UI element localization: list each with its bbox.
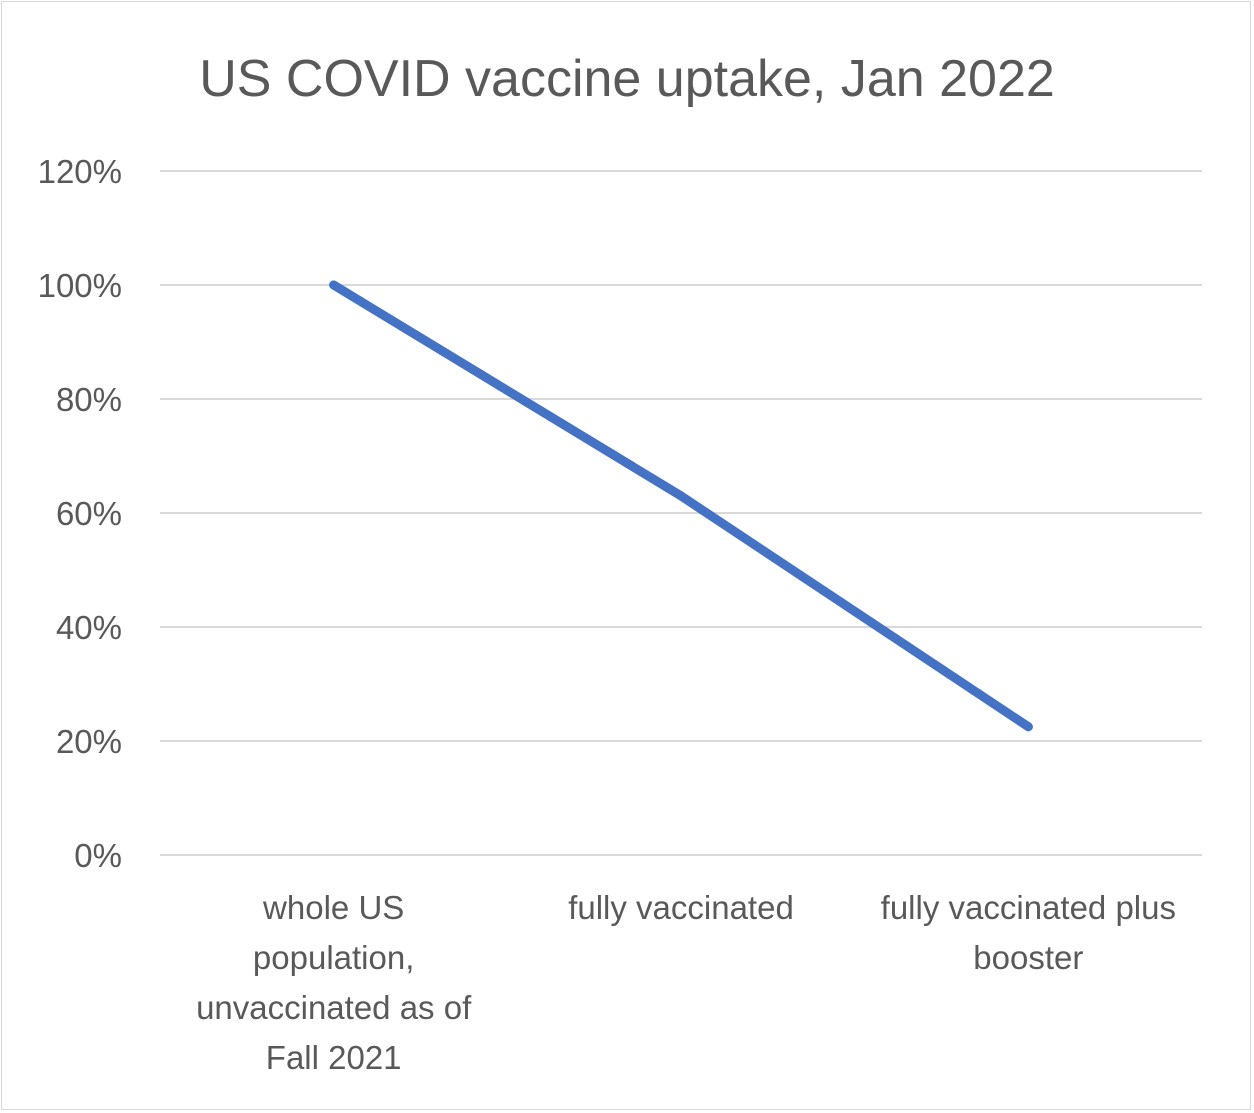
x-category-label-line: whole US bbox=[262, 889, 404, 926]
x-category-label-line: fully vaccinated plus bbox=[881, 889, 1176, 926]
series-line bbox=[334, 285, 1029, 727]
y-tick-label: 80% bbox=[56, 381, 122, 418]
x-category-label-line: unvaccinated as of bbox=[196, 989, 472, 1026]
x-category-label-line: fully vaccinated bbox=[568, 889, 794, 926]
y-tick-label: 0% bbox=[74, 837, 122, 874]
gridlines bbox=[160, 171, 1202, 855]
data-point bbox=[329, 281, 338, 290]
line-chart: US COVID vaccine uptake, Jan 2022 0% 20% 4… bbox=[0, 0, 1254, 1113]
y-tick-label: 20% bbox=[56, 723, 122, 760]
y-tick-label: 40% bbox=[56, 609, 122, 646]
x-category-label: fully vaccinated bbox=[568, 889, 794, 926]
data-point bbox=[1024, 722, 1033, 731]
chart-title: US COVID vaccine uptake, Jan 2022 bbox=[199, 50, 1055, 108]
data-point bbox=[677, 491, 686, 500]
y-axis-ticks: 0% 20% 40% 60% 80% 100% 120% bbox=[38, 153, 122, 874]
y-tick-label: 120% bbox=[38, 153, 122, 190]
series-layer bbox=[329, 281, 1033, 732]
x-category-label: fully vaccinated plus booster bbox=[881, 889, 1176, 976]
x-category-label: whole US population, unvaccinated as of Fal… bbox=[196, 889, 472, 1076]
x-category-label-line: population, bbox=[253, 939, 414, 976]
y-tick-label: 100% bbox=[38, 267, 122, 304]
y-tick-label: 60% bbox=[56, 495, 122, 532]
x-category-label-line: booster bbox=[973, 939, 1083, 976]
x-axis-categories: whole US population, unvaccinated as of Fal… bbox=[196, 889, 1176, 1076]
x-category-label-line: Fall 2021 bbox=[266, 1039, 402, 1076]
